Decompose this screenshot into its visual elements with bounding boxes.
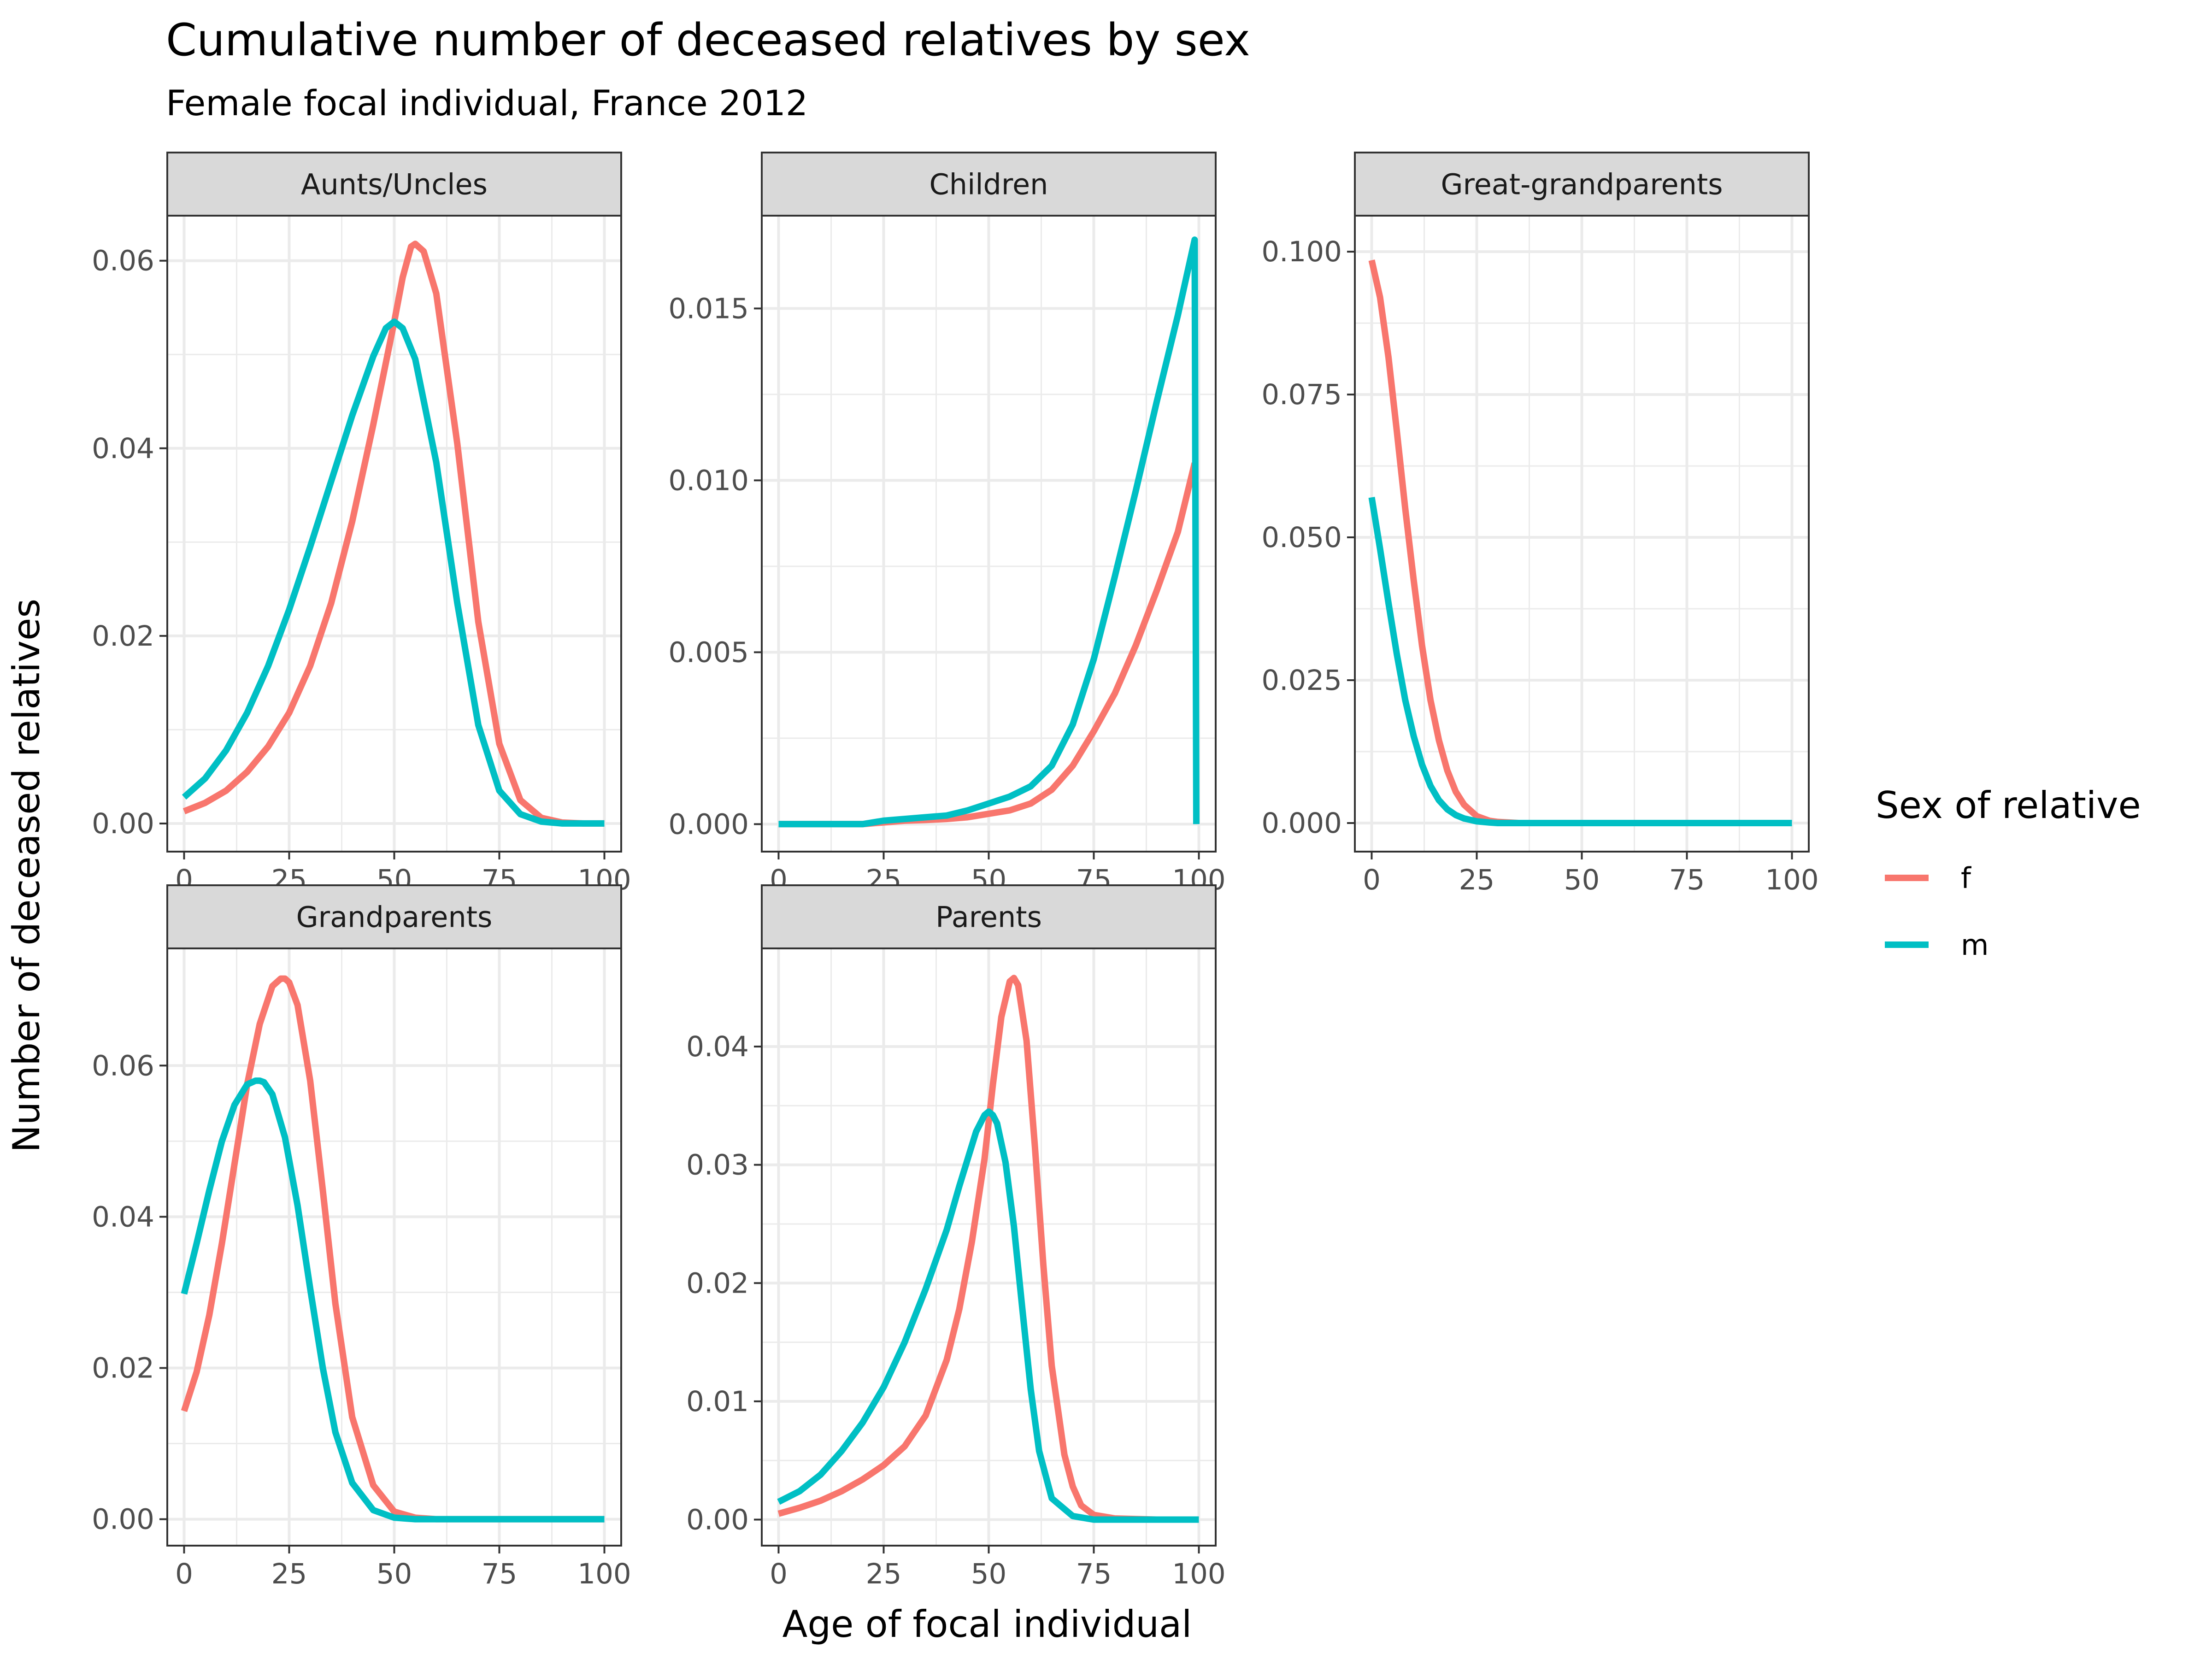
y-tick-label: 0.00 — [686, 1504, 749, 1536]
y-tick-label: 0.050 — [1261, 521, 1342, 554]
y-tick-label: 0.000 — [668, 808, 749, 841]
y-tick-label: 0.06 — [92, 1049, 154, 1082]
facet-parents: Parents 0 25 50 75 100 0.00 0.01 0.02 0.03 0.04 — [686, 884, 1226, 1590]
x-tick-label: 100 — [1172, 1558, 1225, 1590]
y-axis-title: Number of deceased relatives — [5, 599, 48, 1153]
y-tick-label: 0.100 — [1261, 235, 1342, 268]
facet-strip-label: Children — [930, 168, 1048, 201]
chart-title: Cumulative number of deceased relatives … — [166, 14, 1250, 66]
facet-grandparents: Grandparents 0 25 50 75 100 0.00 0.02 0.04 0.06 — [92, 884, 631, 1590]
series-line-m — [181, 1077, 605, 1523]
x-tick-label: 0 — [770, 1558, 788, 1590]
y-tick-label: 0.06 — [92, 245, 154, 277]
chart-subtitle: Female focal individual, France 2012 — [166, 82, 808, 124]
series-line-f — [777, 975, 1199, 1523]
y-tick-label: 0.005 — [668, 636, 749, 669]
y-tick-label: 0.04 — [92, 1200, 154, 1233]
series-line-m — [182, 318, 605, 827]
y-tick-label: 0.00 — [92, 807, 154, 840]
x-tick-label: 0 — [175, 1558, 193, 1590]
y-tick-label: 0.015 — [668, 292, 749, 325]
x-tick-label: 25 — [866, 1558, 902, 1590]
y-tick-label: 0.01 — [686, 1385, 749, 1418]
series-line-m — [777, 1108, 1199, 1523]
facet-panels: Aunts/Uncles 0 25 50 75 100 0.00 0.02 0.04 0.06 Ch… — [92, 152, 1819, 1590]
x-tick-label: 100 — [1765, 864, 1818, 896]
y-tick-label: 0.075 — [1261, 378, 1342, 411]
legend-label-f: f — [1961, 861, 1972, 895]
facet-strip-label: Great-grandparents — [1441, 168, 1723, 201]
y-tick-label: 0.010 — [668, 464, 749, 497]
x-tick-label: 50 — [971, 1558, 1007, 1590]
x-tick-label: 50 — [1564, 864, 1600, 896]
y-tick-label: 0.02 — [92, 620, 154, 653]
facet-strip-label: Grandparents — [296, 900, 493, 934]
x-tick-label: 100 — [577, 1558, 631, 1590]
x-tick-label: 75 — [482, 1558, 518, 1590]
y-tick-label: 0.04 — [92, 432, 154, 465]
legend-label-m: m — [1961, 928, 1988, 962]
legend-title: Sex of relative — [1876, 784, 2141, 827]
y-tick-label: 0.02 — [686, 1267, 749, 1300]
x-tick-label: 25 — [1459, 864, 1495, 896]
x-tick-label: 75 — [1669, 864, 1705, 896]
x-axis-title: Age of focal individual — [782, 1603, 1192, 1646]
facet-strip-label: Aunts/Uncles — [301, 168, 488, 201]
series-line-m — [778, 236, 1200, 828]
legend: Sex of relative fm — [1876, 784, 2141, 962]
y-tick-label: 0.02 — [92, 1352, 154, 1384]
x-tick-label: 75 — [1076, 1558, 1112, 1590]
y-tick-label: 0.00 — [92, 1503, 154, 1536]
y-tick-label: 0.025 — [1261, 664, 1342, 697]
facet-strip — [761, 884, 1217, 949]
facet-strip — [761, 152, 1217, 217]
x-tick-label: 0 — [1363, 864, 1381, 896]
y-tick-label: 0.000 — [1261, 807, 1342, 840]
series-line-m — [1368, 497, 1792, 826]
facet-strip — [166, 152, 622, 217]
series-line-f — [182, 241, 605, 827]
y-tick-label: 0.04 — [686, 1030, 749, 1063]
facet-strip — [166, 884, 622, 949]
facet-great-grandparents: Great-grandparents 0 25 50 75 100 0.000 0.025 0.… — [1261, 152, 1819, 896]
facet-strip — [1354, 152, 1810, 217]
x-tick-label: 25 — [271, 1558, 307, 1590]
facet-strip-label: Parents — [935, 900, 1042, 934]
x-tick-label: 50 — [377, 1558, 412, 1590]
y-tick-label: 0.03 — [686, 1149, 749, 1182]
